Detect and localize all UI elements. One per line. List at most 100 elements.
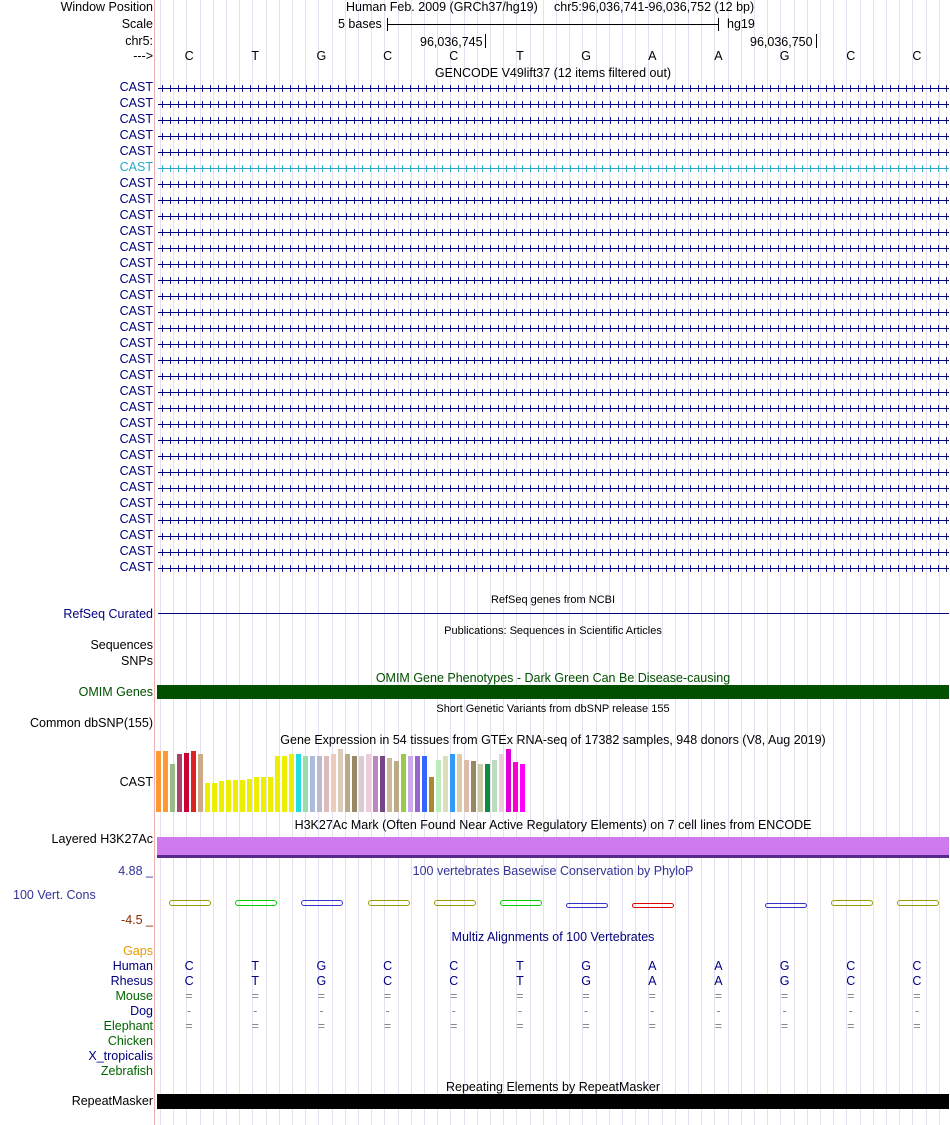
gencode-item-label[interactable]: CAST xyxy=(119,480,153,494)
phylop-score-mark[interactable] xyxy=(764,903,807,908)
gtex-tissue-bar[interactable] xyxy=(380,756,385,812)
gtex-tissue-bar[interactable] xyxy=(226,780,231,812)
gencode-item-label[interactable]: CAST xyxy=(119,400,153,414)
gencode-item-label[interactable]: CAST xyxy=(119,304,153,318)
gtex-tissue-bar[interactable] xyxy=(373,756,378,812)
gtex-tissue-bar[interactable] xyxy=(268,777,273,812)
gtex-tissue-bar[interactable] xyxy=(478,764,483,812)
gencode-item-label[interactable]: CAST xyxy=(119,240,153,254)
phylop-score-mark[interactable] xyxy=(235,900,278,906)
refseq-gene-line[interactable] xyxy=(158,613,949,614)
gtex-tissue-bar[interactable] xyxy=(359,756,364,812)
gtex-tissue-bar[interactable] xyxy=(415,756,420,812)
phylop-score-mark[interactable] xyxy=(896,900,939,906)
gaps-label[interactable]: Gaps xyxy=(123,944,153,958)
gtex-tissue-bar[interactable] xyxy=(198,754,203,812)
gencode-item-label[interactable]: CAST xyxy=(119,192,153,206)
gtex-tissue-bar[interactable] xyxy=(401,754,406,812)
gtex-tissue-bar[interactable] xyxy=(310,756,315,812)
multiz-species-label[interactable]: Dog xyxy=(130,1004,153,1018)
phylop-score-mark[interactable] xyxy=(433,900,476,906)
omim-gene-bar[interactable] xyxy=(157,685,949,699)
gtex-tissue-bar[interactable] xyxy=(331,754,336,812)
gencode-item-label[interactable]: CAST xyxy=(119,544,153,558)
gencode-item-label[interactable]: CAST xyxy=(119,112,153,126)
gtex-tissue-bar[interactable] xyxy=(184,753,189,812)
phylop-score-mark[interactable] xyxy=(301,900,344,906)
gtex-tissue-bar[interactable] xyxy=(247,779,252,812)
gencode-item-label[interactable]: CAST xyxy=(119,288,153,302)
gencode-item-label[interactable]: CAST xyxy=(119,384,153,398)
gtex-tissue-bar[interactable] xyxy=(324,756,329,812)
gtex-tissue-bar[interactable] xyxy=(233,780,238,812)
gtex-tissue-bar[interactable] xyxy=(296,754,301,812)
multiz-species-label[interactable]: Chicken xyxy=(107,1034,153,1048)
gencode-item-label[interactable]: CAST xyxy=(119,448,153,462)
omim-label[interactable]: OMIM Genes xyxy=(78,685,153,699)
gencode-item-label[interactable]: CAST xyxy=(119,80,153,94)
gtex-tissue-bar[interactable] xyxy=(471,761,476,812)
gencode-item-label[interactable]: CAST xyxy=(119,176,153,190)
gtex-tissue-bar[interactable] xyxy=(499,754,504,812)
gtex-label[interactable]: CAST xyxy=(119,775,153,789)
gtex-tissue-bar[interactable] xyxy=(345,754,350,812)
gtex-tissue-bar[interactable] xyxy=(492,760,497,812)
gtex-tissue-bar[interactable] xyxy=(464,760,469,812)
gencode-item-label[interactable]: CAST xyxy=(119,96,153,110)
gencode-item-label[interactable]: CAST xyxy=(119,560,153,574)
gencode-item-label[interactable]: CAST xyxy=(119,464,153,478)
gencode-item-label[interactable]: CAST xyxy=(119,224,153,238)
gtex-tissue-bar[interactable] xyxy=(394,761,399,812)
gencode-item-label[interactable]: CAST xyxy=(119,256,153,270)
gtex-tissue-bar[interactable] xyxy=(429,777,434,812)
gencode-item-label[interactable]: CAST xyxy=(119,432,153,446)
gtex-tissue-bar[interactable] xyxy=(191,751,196,812)
gencode-item-label[interactable]: CAST xyxy=(119,352,153,366)
gtex-tissue-bar[interactable] xyxy=(520,764,525,812)
phylop-score-mark[interactable] xyxy=(632,903,675,908)
gencode-item-label[interactable]: CAST xyxy=(119,512,153,526)
gtex-tissue-bar[interactable] xyxy=(422,756,427,812)
repeatmasker-label[interactable]: RepeatMasker xyxy=(71,1094,153,1108)
multiz-species-label[interactable]: Mouse xyxy=(115,989,153,1003)
gtex-tissue-bar[interactable] xyxy=(506,749,511,812)
gencode-item-label[interactable]: CAST xyxy=(119,336,153,350)
gtex-tissue-bar[interactable] xyxy=(205,783,210,812)
gencode-item-label[interactable]: CAST xyxy=(119,208,153,222)
gtex-tissue-bar[interactable] xyxy=(261,777,266,812)
repeatmasker-bar[interactable] xyxy=(157,1094,949,1109)
gencode-item-label[interactable]: CAST xyxy=(119,528,153,542)
gtex-tissue-bar[interactable] xyxy=(338,749,343,812)
phylop-score-mark[interactable] xyxy=(499,900,542,906)
gtex-tissue-bar[interactable] xyxy=(240,780,245,812)
gtex-tissue-bar[interactable] xyxy=(289,754,294,812)
phylop-score-mark[interactable] xyxy=(367,900,410,906)
gencode-item-label[interactable]: CAST xyxy=(119,320,153,334)
phylop-score-mark[interactable] xyxy=(169,900,212,906)
sequences-label[interactable]: Sequences xyxy=(90,638,153,652)
gencode-item-label[interactable]: CAST xyxy=(119,144,153,158)
gtex-tissue-bar[interactable] xyxy=(450,754,455,812)
gtex-tissue-bar[interactable] xyxy=(436,760,441,812)
gtex-tissue-bar[interactable] xyxy=(282,756,287,812)
gtex-tissue-bar[interactable] xyxy=(163,751,168,812)
gtex-tissue-bar[interactable] xyxy=(443,756,448,812)
gtex-tissue-bar[interactable] xyxy=(317,756,322,812)
gtex-tissue-bar[interactable] xyxy=(156,751,161,812)
h3k27ac-label[interactable]: Layered H3K27Ac xyxy=(51,832,153,846)
phylop-score-mark[interactable] xyxy=(830,900,873,906)
gtex-tissue-bar[interactable] xyxy=(366,754,371,812)
multiz-species-label[interactable]: Human xyxy=(112,959,153,973)
gencode-item-label[interactable]: CAST xyxy=(119,272,153,286)
multiz-species-label[interactable]: Zebrafish xyxy=(100,1064,153,1078)
gtex-tissue-bar[interactable] xyxy=(457,754,462,812)
h3k27ac-signal[interactable] xyxy=(157,837,949,855)
gtex-tissue-bar[interactable] xyxy=(254,777,259,812)
multiz-species-label[interactable]: Rhesus xyxy=(110,974,153,988)
phylop-score-mark[interactable] xyxy=(566,903,609,908)
gtex-tissue-bar[interactable] xyxy=(408,756,413,812)
gencode-item-label[interactable]: CAST xyxy=(119,368,153,382)
gencode-item-label[interactable]: CAST xyxy=(119,128,153,142)
gencode-item-label[interactable]: CAST xyxy=(119,160,153,174)
gtex-tissue-bar[interactable] xyxy=(352,756,357,812)
